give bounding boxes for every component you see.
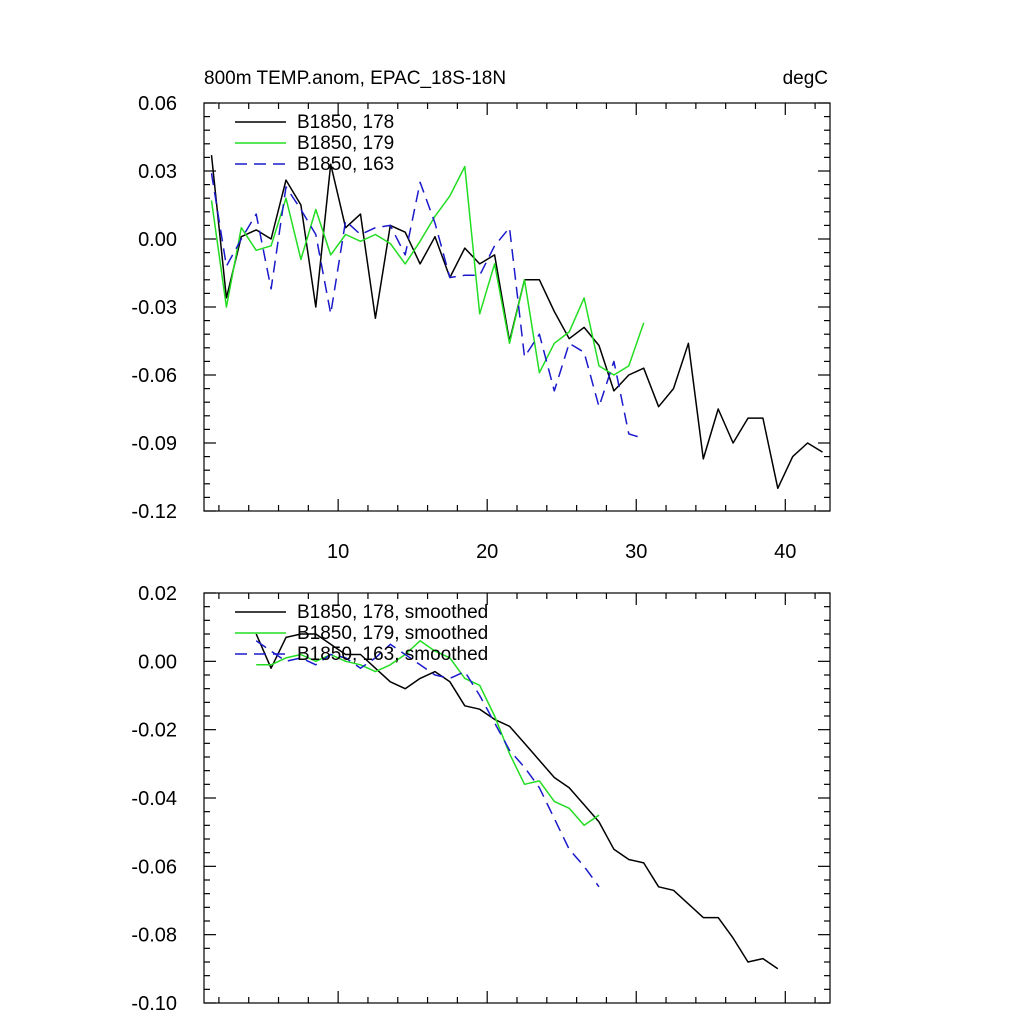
- series-line-b1850-163: [210, 173, 644, 440]
- panel-bottom: 0.02 0.00 -0.02 -0.04 -0.06 -0.08 -0.10 B1850, …: [131, 583, 831, 1015]
- y-tick-label: -0.06: [131, 856, 177, 878]
- y-tick-label: -0.03: [131, 297, 177, 319]
- y-tick-label: -0.10: [131, 993, 177, 1015]
- legend-label: B1850, 163, smoothed: [297, 644, 488, 665]
- series-line-b1850-178: [210, 155, 823, 490]
- y-tick-label: -0.04: [131, 788, 177, 810]
- y-tick-label: -0.12: [131, 501, 177, 523]
- y-tick-label: 0.00: [138, 651, 177, 673]
- y-tick-label: -0.02: [131, 720, 177, 742]
- x-tick-label: 30: [625, 541, 647, 563]
- legend-label: B1850, 179: [297, 133, 394, 154]
- series-line-b1850-163-smoothed: [255, 640, 600, 888]
- series-line-b1850-179-smoothed: [256, 640, 600, 827]
- y-tick-label: -0.06: [131, 365, 177, 387]
- series-line-b1850-178-smoothed: [255, 633, 779, 970]
- panel-top: 800m TEMP.anom, EPAC_18S-18N degC 0.06 0.03…: [131, 68, 831, 563]
- chart-title: 800m TEMP.anom, EPAC_18S-18N: [204, 68, 506, 89]
- y-tick-label: 0.02: [138, 583, 177, 605]
- legend-label: B1850, 178: [297, 112, 394, 133]
- legend-label: B1850, 179, smoothed: [297, 623, 488, 644]
- x-tick-label: 40: [774, 541, 796, 563]
- chart-units: degC: [783, 68, 828, 89]
- y-tick-label: -0.08: [131, 925, 177, 947]
- y-tick-label: -0.09: [131, 433, 177, 455]
- x-tick-label: 10: [327, 541, 349, 563]
- y-tick-label: 0.03: [138, 161, 177, 183]
- x-tick-label: 20: [476, 541, 498, 563]
- y-tick-label: 0.06: [138, 93, 177, 115]
- legend-label: B1850, 163: [297, 154, 394, 175]
- series-line-b1850-179: [210, 165, 645, 376]
- legend-label: B1850, 178, smoothed: [297, 602, 488, 623]
- y-tick-label: 0.00: [138, 229, 177, 251]
